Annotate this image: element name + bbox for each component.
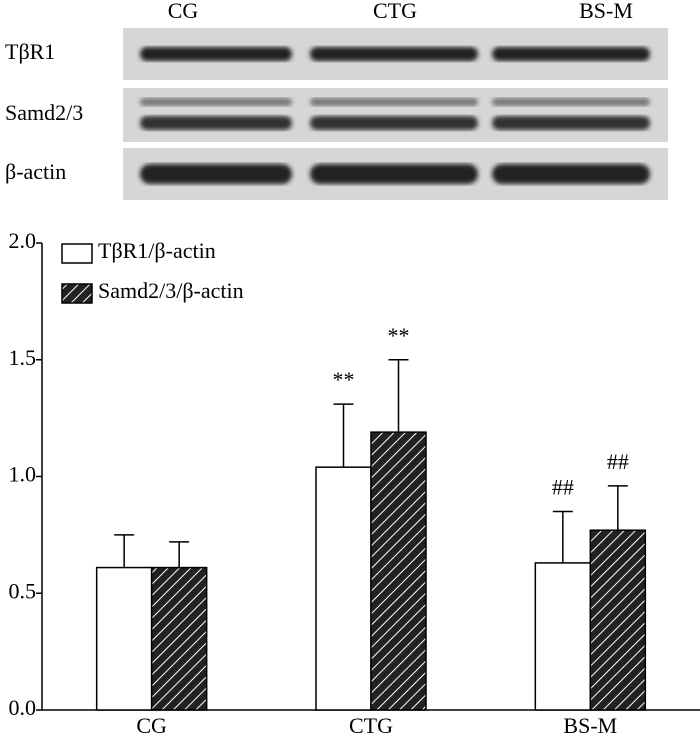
blot-column-label: CG xyxy=(168,0,199,23)
significance-label: ## xyxy=(607,449,629,474)
x-tick-label: BS-M xyxy=(563,713,617,738)
significance-label: ## xyxy=(552,475,574,500)
legend-swatch xyxy=(61,283,93,304)
western-blot: CG CTG BS-M TβR1 Samd2/3 β-actin xyxy=(5,0,668,200)
blot-band xyxy=(140,164,292,184)
blot-band xyxy=(310,47,478,61)
blot-band xyxy=(492,116,650,130)
blot-band xyxy=(492,164,650,184)
significance-label: ** xyxy=(388,323,410,348)
blot-band xyxy=(140,98,292,106)
blot-band xyxy=(492,98,650,106)
bar xyxy=(315,466,372,711)
blot-panel xyxy=(123,88,668,142)
y-tick-label: 1.5 xyxy=(9,345,37,370)
blot-band xyxy=(492,47,650,61)
x-tick-label: CTG xyxy=(349,713,393,738)
blot-band xyxy=(310,98,478,106)
legend-swatch xyxy=(61,243,93,264)
x-tick-label: CG xyxy=(136,713,167,738)
blot-row-label: β-actin xyxy=(5,159,66,184)
blot-column-label: BS-M xyxy=(579,0,633,23)
blot-band xyxy=(310,164,478,184)
blot-row-label: Samd2/3 xyxy=(5,100,83,125)
bar xyxy=(95,566,153,711)
bar xyxy=(534,562,592,711)
legend-label: TβR1/β-actin xyxy=(98,238,216,263)
blot-row-label: TβR1 xyxy=(5,39,55,64)
significance-label: ** xyxy=(333,367,355,392)
y-tick-label: 2.0 xyxy=(9,228,37,253)
bar-chart: 0.0 0.5 1.0 1.5 2.0 CG CTG ** ** BS-M ## ## TβR1/β-a… xyxy=(9,228,700,738)
blot-column-label: CTG xyxy=(373,0,417,23)
bar xyxy=(370,431,427,711)
bar xyxy=(150,566,208,711)
y-tick-label: 1.0 xyxy=(9,462,37,487)
y-tick-label: 0.0 xyxy=(9,695,37,720)
legend-label: Samd2/3/β-actin xyxy=(98,278,244,303)
blot-band xyxy=(140,47,292,61)
bar xyxy=(589,529,647,711)
blot-band xyxy=(140,116,292,130)
y-tick-label: 0.5 xyxy=(9,578,37,603)
blot-band xyxy=(310,116,478,130)
